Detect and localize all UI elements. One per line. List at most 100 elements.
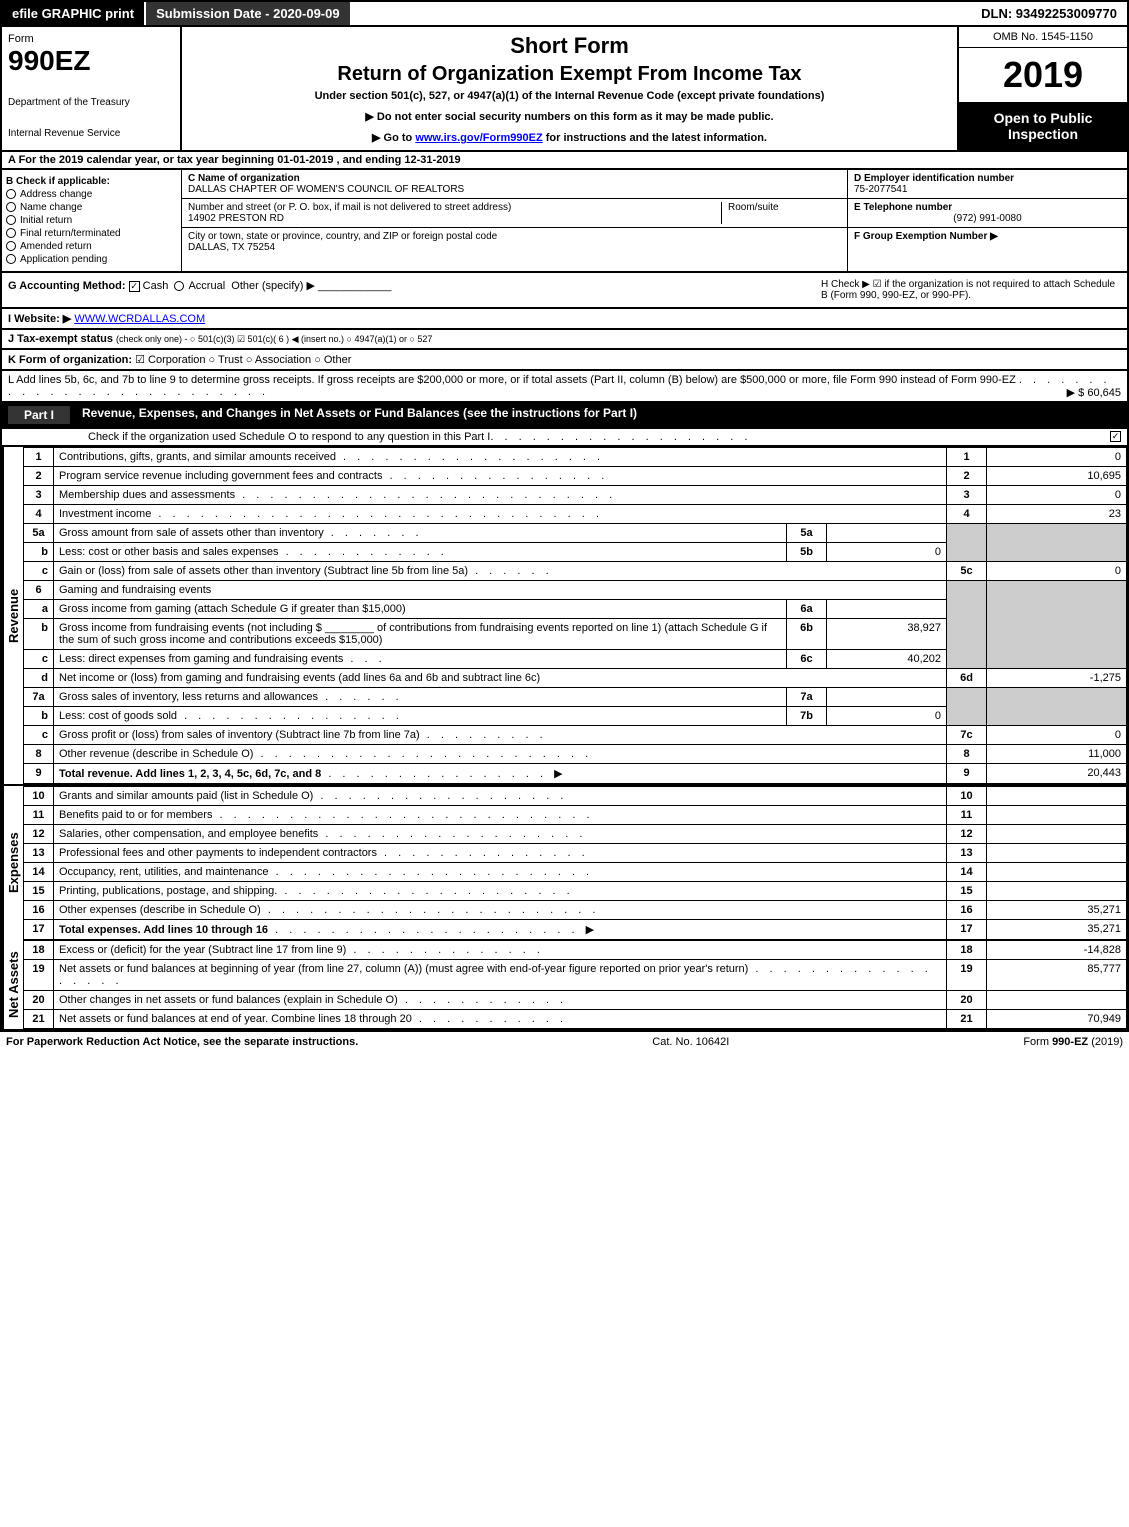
other-label: Other (specify) ▶ xyxy=(231,280,315,292)
row-l-text: L Add lines 5b, 6c, and 7b to line 9 to … xyxy=(8,374,1016,386)
line-6a-box xyxy=(827,600,947,619)
part-1-checkbox[interactable] xyxy=(1110,431,1121,442)
subtitle: Under section 501(c), 527, or 4947(a)(1)… xyxy=(188,90,951,102)
row-l-gross-receipts: L Add lines 5b, 6c, and 7b to line 9 to … xyxy=(0,371,1129,403)
line-17: 17Total expenses. Add lines 10 through 1… xyxy=(24,920,1127,940)
page-footer: For Paperwork Reduction Act Notice, see … xyxy=(0,1031,1129,1052)
row-l-amount: ▶ $ 60,645 xyxy=(1067,386,1121,399)
top-bar: efile GRAPHIC print Submission Date - 20… xyxy=(0,0,1129,27)
opt-initial-return[interactable]: Initial return xyxy=(6,215,177,226)
instr2-suffix: for instructions and the latest informat… xyxy=(543,132,767,144)
line-6b-box: 38,927 xyxy=(827,619,947,650)
title-short-form: Short Form xyxy=(188,33,951,59)
header-center: Short Form Return of Organization Exempt… xyxy=(182,27,957,150)
cash-label: Cash xyxy=(143,280,169,292)
line-18: 18Excess or (deficit) for the year (Subt… xyxy=(24,941,1127,960)
col-c-org-info: C Name of organization DALLAS CHAPTER OF… xyxy=(182,170,847,271)
website-label: I Website: ▶ xyxy=(8,313,71,325)
cash-checkbox[interactable] xyxy=(129,281,140,292)
tel-label: E Telephone number xyxy=(854,202,1121,213)
line-2-value: 10,695 xyxy=(987,467,1127,486)
accrual-radio[interactable] xyxy=(174,281,184,291)
line-6d-value: -1,275 xyxy=(987,669,1127,688)
line-11: 11Benefits paid to or for members . . . … xyxy=(24,806,1127,825)
tax-exempt-detail: (check only one) ‐ ○ 501(c)(3) ☑ 501(c)(… xyxy=(116,334,432,344)
tel-value: (972) 991-0080 xyxy=(854,213,1121,224)
line-11-value xyxy=(987,806,1127,825)
row-a-end: 12-31-2019 xyxy=(404,154,460,166)
instruction-goto: ▶ Go to www.irs.gov/Form990EZ for instru… xyxy=(188,131,951,144)
net-assets-section: Net Assets 18Excess or (deficit) for the… xyxy=(0,940,1129,1031)
header-left: Form 990EZ Department of the Treasury In… xyxy=(2,27,182,150)
line-9-value: 20,443 xyxy=(987,764,1127,784)
opt-amended-return[interactable]: Amended return xyxy=(6,241,177,252)
line-6d: dNet income or (loss) from gaming and fu… xyxy=(24,669,1127,688)
revenue-sidebar: Revenue xyxy=(2,447,23,784)
line-18-value: -14,828 xyxy=(987,941,1127,960)
line-10: 10Grants and similar amounts paid (list … xyxy=(24,787,1127,806)
revenue-table: 1Contributions, gifts, grants, and simil… xyxy=(23,447,1127,784)
ein-label: D Employer identification number xyxy=(854,173,1121,184)
net-assets-table: 18Excess or (deficit) for the year (Subt… xyxy=(23,940,1127,1029)
line-21: 21Net assets or fund balances at end of … xyxy=(24,1010,1127,1029)
row-k-form-org: K Form of organization: ☑ Corporation ○ … xyxy=(0,350,1129,371)
row-g-accounting: G Accounting Method: Cash Accrual Other … xyxy=(8,279,821,301)
omb-number: OMB No. 1545-1150 xyxy=(959,27,1127,48)
line-17-value: 35,271 xyxy=(987,920,1127,940)
part-1-label: Part I xyxy=(8,406,70,424)
row-g-h: G Accounting Method: Cash Accrual Other … xyxy=(0,273,1129,309)
org-name: DALLAS CHAPTER OF WOMEN'S COUNCIL OF REA… xyxy=(188,184,841,195)
line-5c: cGain or (loss) from sale of assets othe… xyxy=(24,562,1127,581)
line-19-value: 85,777 xyxy=(987,960,1127,991)
accounting-label: G Accounting Method: xyxy=(8,280,126,292)
form-org-label: K Form of organization: xyxy=(8,354,132,366)
net-assets-sidebar: Net Assets xyxy=(2,940,23,1029)
form-number: 990EZ xyxy=(8,45,174,77)
expenses-table: 10Grants and similar amounts paid (list … xyxy=(23,786,1127,940)
line-1: 1Contributions, gifts, grants, and simil… xyxy=(24,448,1127,467)
opt-name-change[interactable]: Name change xyxy=(6,202,177,213)
line-8-value: 11,000 xyxy=(987,745,1127,764)
line-3-value: 0 xyxy=(987,486,1127,505)
line-13-value xyxy=(987,844,1127,863)
part-1-check-text: Check if the organization used Schedule … xyxy=(88,431,490,443)
row-i-website: I Website: ▶ WWW.WCRDALLAS.COM xyxy=(0,309,1129,330)
form-header: Form 990EZ Department of the Treasury In… xyxy=(0,27,1129,152)
part-1-title: Revenue, Expenses, and Changes in Net As… xyxy=(82,406,637,424)
efile-print-button[interactable]: efile GRAPHIC print xyxy=(2,2,144,25)
line-8: 8Other revenue (describe in Schedule O) … xyxy=(24,745,1127,764)
opt-address-change[interactable]: Address change xyxy=(6,189,177,200)
line-9: 9Total revenue. Add lines 1, 2, 3, 4, 5c… xyxy=(24,764,1127,784)
line-6c-box: 40,202 xyxy=(827,650,947,669)
website-link[interactable]: WWW.WCRDALLAS.COM xyxy=(74,313,205,325)
line-4-value: 23 xyxy=(987,505,1127,524)
submission-date-label: Submission Date - 2020-09-09 xyxy=(144,2,350,25)
part-1-header: Part I Revenue, Expenses, and Changes in… xyxy=(0,403,1129,429)
col-d-ids: D Employer identification number 75-2077… xyxy=(847,170,1127,271)
line-6: 6Gaming and fundraising events xyxy=(24,581,1127,600)
irs-link[interactable]: www.irs.gov/Form990EZ xyxy=(415,132,542,144)
line-7c: cGross profit or (loss) from sales of in… xyxy=(24,726,1127,745)
line-16: 16Other expenses (describe in Schedule O… xyxy=(24,901,1127,920)
title-main: Return of Organization Exempt From Incom… xyxy=(188,63,951,86)
line-15: 15Printing, publications, postage, and s… xyxy=(24,882,1127,901)
line-5c-value: 0 xyxy=(987,562,1127,581)
org-name-label: C Name of organization xyxy=(188,173,841,184)
line-19: 19Net assets or fund balances at beginni… xyxy=(24,960,1127,991)
footer-right: Form 990-EZ (2019) xyxy=(1023,1036,1123,1048)
row-a-prefix: A For the 2019 calendar year, or tax yea… xyxy=(8,154,277,166)
row-a-tax-year: A For the 2019 calendar year, or tax yea… xyxy=(0,152,1129,170)
line-5b-box: 0 xyxy=(827,543,947,562)
line-1-value: 0 xyxy=(987,448,1127,467)
street-label: Number and street (or P. O. box, if mail… xyxy=(188,202,721,213)
dept-irs: Internal Revenue Service xyxy=(8,128,174,139)
accrual-label: Accrual xyxy=(188,280,225,292)
line-7c-value: 0 xyxy=(987,726,1127,745)
line-10-value xyxy=(987,787,1127,806)
opt-application-pending[interactable]: Application pending xyxy=(6,254,177,265)
footer-left: For Paperwork Reduction Act Notice, see … xyxy=(6,1036,358,1048)
opt-final-return[interactable]: Final return/terminated xyxy=(6,228,177,239)
instruction-no-ssn: ▶ Do not enter social security numbers o… xyxy=(188,110,951,123)
col-b-checkboxes: B Check if applicable: Address change Na… xyxy=(2,170,182,271)
street-value: 14902 PRESTON RD xyxy=(188,213,721,224)
